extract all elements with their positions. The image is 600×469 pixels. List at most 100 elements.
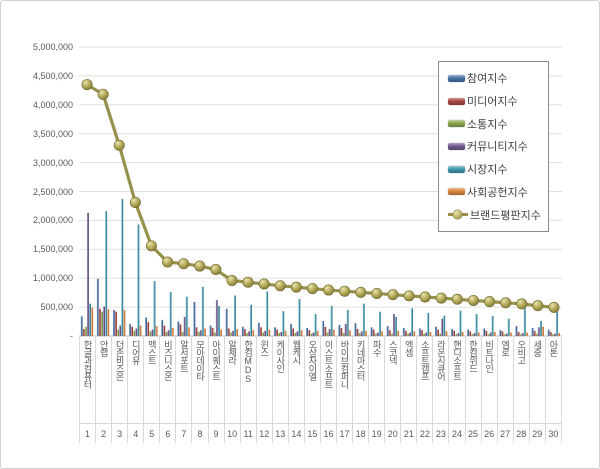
bar (362, 303, 365, 336)
bar (411, 308, 413, 336)
bar (531, 327, 534, 336)
legend-entry: 시장지수 (448, 161, 546, 177)
line-marker (371, 288, 383, 300)
line-marker (145, 240, 157, 252)
category-number-cell: 30 (544, 424, 562, 443)
category-label: 알서포트 (178, 340, 189, 372)
bar (491, 315, 494, 336)
bar (429, 331, 432, 336)
line-marker (500, 297, 512, 309)
bar (499, 330, 502, 336)
legend-label: 커뮤니티지수 (467, 141, 528, 154)
bar (296, 331, 299, 336)
bar (485, 330, 488, 336)
category-label-cell: 맥스트 (143, 337, 159, 423)
bar (121, 199, 124, 336)
category-label: 엑셈 (403, 340, 414, 356)
bar (179, 324, 182, 336)
category-number-cell: 25 (464, 424, 481, 443)
bar (252, 330, 255, 336)
category-label: 한글과컴퓨터 (82, 340, 93, 388)
category-label: 키네마스터 (355, 340, 366, 380)
category-number-cell: 11 (239, 424, 256, 443)
category-label: 바이브컴퍼니 (339, 340, 350, 388)
bar (547, 329, 550, 336)
category-label: 세중 (532, 340, 543, 356)
bar (378, 311, 381, 336)
bar (98, 308, 101, 336)
bar (471, 334, 474, 336)
bar (556, 311, 558, 336)
bar (517, 331, 520, 336)
line-marker (548, 301, 560, 313)
bar (551, 334, 554, 336)
category-number-cell: 24 (448, 424, 464, 443)
bar (360, 331, 363, 336)
legend-entry: 미디어지수 (448, 93, 546, 109)
category-label-cell: 비트나인 (480, 337, 497, 423)
bar (298, 299, 301, 336)
line-marker (403, 290, 415, 302)
bar (169, 292, 172, 336)
category-label-cell: 라온시큐어 (432, 337, 448, 423)
bar (183, 316, 186, 336)
bar (451, 329, 453, 336)
bar (461, 331, 464, 336)
bar (316, 330, 319, 336)
bar (211, 327, 214, 336)
category-label: 알체라 (227, 340, 238, 364)
y-axis-tick-label: 3,000,000 (32, 157, 73, 168)
bar (537, 327, 540, 336)
bar (381, 331, 383, 336)
category-number-cell: 16 (319, 424, 336, 443)
bar (310, 333, 313, 336)
bar (145, 317, 147, 336)
bar (328, 329, 331, 336)
category-number-cell: 28 (512, 424, 529, 443)
category-label-cell: 안랩 (95, 337, 111, 423)
category-label-cell: 아톤 (544, 337, 562, 423)
bar (392, 314, 395, 336)
bar (185, 296, 188, 336)
line-marker (419, 291, 431, 303)
bar (423, 333, 425, 336)
line-marker (532, 300, 544, 312)
category-label-cell: 세중 (528, 337, 545, 423)
bar (549, 331, 552, 336)
category-label-cell: 알서포트 (175, 337, 191, 423)
bar (306, 327, 308, 336)
legend-entry: 사회공헌지수 (448, 184, 546, 200)
bar (489, 332, 492, 336)
bar (268, 329, 271, 336)
bar (473, 333, 476, 336)
bar (234, 295, 236, 336)
category-number-cell: 1 (79, 424, 95, 443)
bar (131, 326, 133, 336)
category-number-cell: 2 (95, 424, 111, 443)
bar (227, 328, 230, 336)
category-number-cell: 5 (143, 424, 159, 443)
category-label: 이스트소프트 (323, 340, 334, 388)
line-marker (81, 79, 93, 91)
bar (243, 329, 246, 336)
category-label-cell: 웹케시 (287, 337, 304, 423)
category-number-cell: 27 (496, 424, 513, 443)
category-label-cell: 한글과컴퓨터 (79, 337, 95, 423)
line-marker (274, 280, 286, 292)
bar (397, 330, 399, 336)
bar (404, 330, 407, 336)
line-marker (97, 88, 109, 100)
bar (181, 331, 184, 336)
category-number-cell: 12 (255, 424, 272, 443)
category-label: 맥스트 (146, 340, 157, 364)
bar (199, 330, 202, 336)
bar (250, 304, 252, 336)
legend-bar-swatch-icon (448, 142, 465, 150)
legend-bar-swatch-icon (448, 97, 465, 105)
bar (388, 330, 391, 336)
category-label: 라온시큐어 (435, 340, 446, 380)
bar (91, 307, 94, 336)
category-label-cell: 스코넥 (384, 337, 400, 423)
bar (195, 327, 198, 336)
